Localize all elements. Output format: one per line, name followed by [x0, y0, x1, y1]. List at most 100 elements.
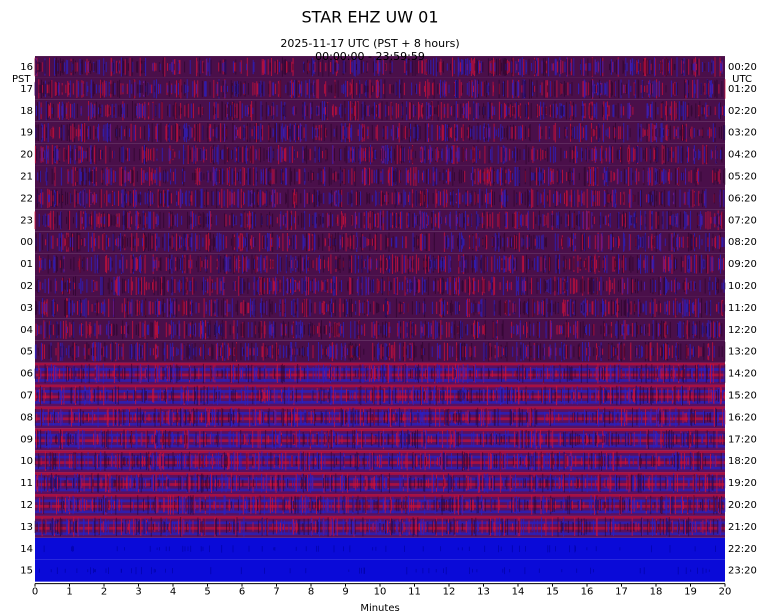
trace-wiggle	[35, 122, 726, 143]
trace-stripe	[35, 422, 725, 426]
x-tick-label: 14	[512, 587, 525, 598]
x-tick-label: 7	[273, 587, 279, 598]
left-axis-label: PST	[12, 74, 31, 85]
x-tick-label: 17	[615, 587, 628, 598]
x-tick-label: 1	[66, 587, 72, 598]
trace-stripe	[35, 428, 725, 432]
right-tick-label: 15:20	[728, 391, 757, 402]
trace-stripe	[35, 450, 725, 453]
x-axis-label: Minutes	[360, 603, 399, 614]
x-tick-label: 13	[477, 587, 490, 598]
trace-stripe	[35, 379, 725, 382]
trace-wiggle	[36, 473, 714, 493]
chart-title: STAR EHZ UW 01	[302, 8, 439, 27]
left-tick-label: 01	[20, 259, 33, 270]
left-tick-label: 06	[20, 369, 33, 380]
x-tick-label: 11	[408, 587, 421, 598]
right-axis-label: UTC	[732, 74, 752, 85]
traces	[34, 56, 726, 582]
left-tick-label: 22	[20, 193, 33, 204]
right-tick-label: 00:20	[728, 62, 757, 73]
x-tick-label: 20	[719, 587, 732, 598]
trace-wiggle	[39, 407, 725, 428]
x-tick-label: 12	[443, 587, 456, 598]
trace-band	[35, 340, 725, 363]
right-tick-label: 19:20	[728, 478, 757, 489]
chart-subtitle: 00:00:00 - 23:59:59	[315, 50, 425, 63]
right-tick-label: 12:20	[728, 325, 757, 336]
x-tick-label: 8	[308, 587, 314, 598]
left-tick-label: 02	[20, 281, 33, 292]
right-tick-label: 17:20	[728, 434, 757, 445]
x-tick-label: 3	[135, 587, 141, 598]
left-tick-label: 18	[20, 106, 33, 117]
trace-band	[35, 296, 725, 319]
trace-wiggle	[34, 57, 713, 77]
x-tick-label: 16	[581, 587, 594, 598]
trace-stripe	[35, 433, 725, 437]
trace-wiggle	[34, 517, 724, 537]
left-tick-label: 07	[20, 391, 33, 402]
trace-stripe	[35, 466, 725, 470]
chart-subtitle: 2025-11-17 UTC (PST + 8 hours)	[280, 37, 459, 50]
left-tick-label: 19	[20, 128, 33, 139]
trace-stripe	[35, 362, 725, 366]
trace-wiggle	[48, 451, 724, 471]
trace-wiggle	[35, 363, 726, 384]
right-tick-label: 16:20	[728, 412, 757, 423]
trace-stripe	[35, 444, 725, 448]
trace-stripe	[35, 494, 725, 497]
right-tick-label: 06:20	[728, 193, 757, 204]
trace-wiggle	[39, 166, 726, 187]
trace-stripe	[35, 472, 725, 475]
right-tick-label: 04:20	[728, 150, 757, 161]
trace-wiggle	[37, 385, 722, 406]
trace-band	[35, 559, 725, 582]
right-tick-label: 21:20	[728, 522, 757, 533]
left-tick-label: 09	[20, 434, 33, 445]
x-tick-label: 0	[32, 587, 38, 598]
trace-band	[35, 537, 725, 560]
trace-wiggle	[35, 232, 721, 252]
left-tick-label: 20	[20, 150, 33, 161]
x-tick-label: 2	[101, 587, 107, 598]
trace-band	[35, 143, 725, 166]
right-tick-label: 05:20	[728, 172, 757, 183]
right-tick-label: 10:20	[728, 281, 757, 292]
right-tick-label: 14:20	[728, 369, 757, 380]
trace-wiggle	[36, 188, 722, 209]
trace-wiggle	[34, 451, 722, 471]
trace-stripe	[35, 510, 725, 514]
trace-stripe	[35, 499, 725, 503]
right-tick-label: 02:20	[728, 106, 757, 117]
right-tick-label: 11:20	[728, 303, 757, 314]
right-tick-label: 23:20	[728, 566, 757, 577]
left-tick-label: 16	[20, 62, 33, 73]
left-tick-label: 04	[20, 325, 33, 336]
right-tick-label: 07:20	[728, 215, 757, 226]
trace-wiggle	[43, 495, 723, 515]
left-tick-label: 08	[20, 412, 33, 423]
trace-wiggle	[42, 254, 707, 274]
right-tick-label: 22:20	[728, 544, 757, 555]
left-tick-label: 15	[20, 566, 33, 577]
trace-stripe	[35, 373, 725, 377]
left-tick-label: 12	[20, 500, 33, 511]
left-tick-label: 23	[20, 215, 33, 226]
x-tick-label: 18	[650, 587, 663, 598]
trace-wiggle	[37, 385, 724, 406]
right-tick-label: 18:20	[728, 456, 757, 467]
x-tick-label: 4	[170, 587, 176, 598]
x-tick-label: 15	[546, 587, 559, 598]
right-tick-label: 03:20	[728, 128, 757, 139]
trace-wiggle	[46, 320, 723, 340]
x-tick-label: 19	[684, 587, 697, 598]
right-tick-label: 13:20	[728, 347, 757, 358]
trace-wiggle	[38, 298, 724, 318]
trace-wiggle	[34, 407, 717, 428]
trace-wiggle	[37, 429, 725, 450]
left-tick-label: 17	[20, 84, 33, 95]
trace-band	[35, 121, 725, 144]
trace-wiggle	[37, 341, 726, 362]
